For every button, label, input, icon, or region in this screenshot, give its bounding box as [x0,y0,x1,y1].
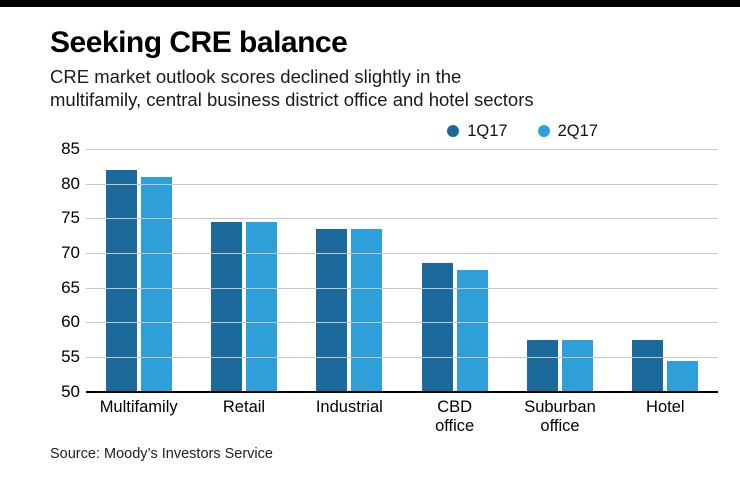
chart-subtitle-line1: CRE market outlook scores declined sligh… [50,65,462,87]
chart-title: Seeking CRE balance [50,26,348,59]
gridline [86,183,718,185]
y-tick-label: 50 [61,381,80,401]
x-tick-label: Suburban office [524,397,596,435]
gridline [86,218,718,220]
bar [421,263,453,392]
bar [632,339,664,392]
gridline [86,252,718,254]
bar-groups [86,149,718,392]
chart-subtitle-line2: multifamily, central business district o… [50,89,534,111]
chart-area: 50 55 60 65 70 75 80 85 [50,139,728,401]
bar [351,228,383,392]
gridline [86,322,718,324]
bar [245,221,277,392]
x-tick-label: Retail [222,397,266,416]
bar-group [86,149,191,392]
bar [105,169,137,392]
legend-item: 2Q17 [537,121,598,141]
bar [140,176,172,392]
x-tick-label: CBD office [435,397,475,435]
chart-content: Seeking CRE balance CRE market outlook s… [0,7,740,462]
y-tick-label: 75 [61,208,80,228]
legend-label: 2Q17 [557,121,598,140]
legend-circle-icon [537,125,550,138]
bar [526,339,558,392]
y-tick-label: 65 [61,277,80,297]
bar [210,221,242,392]
legend-circle-icon [447,125,460,138]
y-tick-label: 60 [61,312,80,332]
y-tick-label: 85 [61,138,80,158]
top-accent-bar [0,0,740,7]
bar-group [402,149,507,392]
bar [667,360,699,392]
gridline [86,357,718,359]
x-axis-line [86,390,718,393]
y-tick-label: 80 [61,173,80,193]
y-tick-label: 55 [61,347,80,367]
bar [561,339,593,392]
x-axis-labels: Multifamily Retail Industrial CBD office Sub… [86,398,718,436]
gridline [86,287,718,289]
bar-group [507,149,612,392]
bar [456,270,488,392]
chart-subtitle: CRE market outlook scores declined sligh… [50,65,728,112]
bar-group [613,149,718,392]
bar-group [297,149,402,392]
x-tick-label: Hotel [646,397,685,416]
x-tick-label: Multifamily [99,397,178,416]
y-axis-labels: 50 55 60 65 70 75 80 85 [50,139,86,401]
y-tick-label: 70 [61,242,80,262]
bar-group [191,149,296,392]
gridline [86,148,718,150]
plot-area [86,148,718,393]
legend-label: 1Q17 [467,121,508,140]
bar [316,228,348,392]
chart-legend: 1Q17 2Q17 [50,122,598,141]
x-tick-label: Industrial [315,397,383,416]
legend-item: 1Q17 [447,121,508,141]
source-text: Source: Moody’s Investors Service [50,445,273,462]
